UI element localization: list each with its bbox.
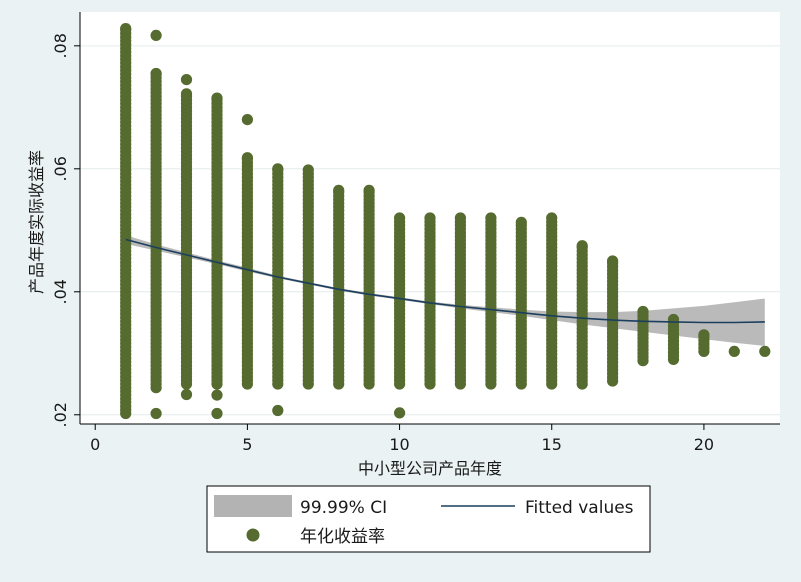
legend-scatter-swatch: [246, 528, 260, 542]
y-tick-label: .02: [51, 402, 70, 427]
scatter-point: [333, 184, 345, 196]
scatter-point: [485, 212, 497, 224]
scatter-point: [150, 29, 162, 41]
legend-fit-label: Fitted values: [525, 498, 634, 518]
y-axis-label: 产品年度实际收益率: [27, 150, 46, 294]
scatter-point: [120, 23, 132, 35]
legend: 99.99% CI Fitted values 年化收益率: [206, 485, 651, 553]
scatter-point: [394, 407, 406, 419]
scatter-point: [637, 305, 649, 318]
scatter-point: [607, 255, 619, 267]
scatter-point: [698, 329, 710, 341]
ci-band: [125, 235, 765, 346]
legend-ci-swatch: [214, 495, 292, 517]
fitted-line: [125, 238, 765, 324]
scatter-point: [515, 216, 527, 228]
legend-ci-label: 99.99% CI: [300, 498, 387, 518]
scatter-point: [272, 404, 284, 417]
scatter-point: [211, 407, 223, 420]
scatter-point: [180, 74, 193, 86]
y-tick-label: .06: [51, 156, 70, 181]
legend-scatter-label: 年化收益率: [300, 527, 385, 547]
x-tick-label: 0: [90, 435, 100, 454]
scatter-point: [424, 212, 436, 224]
x-tick-label: 15: [542, 435, 562, 454]
x-tick-label: 20: [694, 435, 714, 454]
axes: 0 5 10 15 20 .02 .04 .06 .08: [51, 12, 780, 454]
x-tick-label: 5: [242, 435, 252, 454]
scatter-point: [759, 345, 771, 357]
x-tick-label: 10: [389, 435, 409, 454]
fitted-line-layer: [125, 238, 765, 324]
scatter-point: [180, 88, 193, 100]
scatter-point: [454, 212, 466, 224]
scatter-point: [667, 313, 680, 326]
scatter-point: [150, 67, 162, 80]
y-tick-label: .04: [51, 279, 70, 304]
scatter-point: [241, 114, 253, 126]
scatter-point: [363, 184, 375, 196]
scatter-point: [546, 212, 558, 224]
scatter-point: [150, 407, 162, 420]
gridlines: [80, 45, 780, 416]
scatter-point: [272, 163, 284, 175]
scatter-point: [394, 212, 406, 224]
scatter-point: [728, 345, 740, 357]
y-tick-label: .08: [51, 33, 70, 58]
scatter-point: [302, 164, 314, 176]
scatter-point: [576, 240, 588, 252]
scatter-point: [211, 389, 223, 401]
ci-band-layer: [125, 235, 765, 346]
scatter-point: [211, 92, 223, 104]
scatter-point: [180, 388, 193, 401]
scatter-point: [241, 152, 253, 164]
x-axis-label: 中小型公司产品年度: [358, 459, 502, 478]
